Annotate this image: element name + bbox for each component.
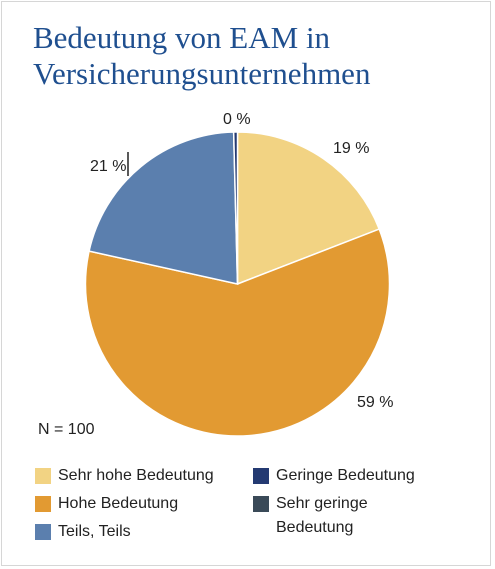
pie-slice-teils: [88, 131, 239, 285]
legend-swatch-hohe: [35, 496, 51, 512]
slice-label-sehr-hohe: 19 %: [333, 140, 369, 157]
pie-slice-geringe: [232, 131, 239, 285]
pie-slice-hohe: [84, 228, 391, 437]
legend-label-sehr-geringe-line2: Bedeutung: [276, 519, 354, 536]
legend-label-geringe: Geringe Bedeutung: [276, 467, 415, 484]
pie-slice-sehr-hohe: [236, 131, 381, 286]
legend-label-teils: Teils, Teils: [58, 523, 131, 540]
legend-swatch-teils: [35, 524, 51, 540]
legend-label-sehr-geringe: Sehr geringe Bedeutung: [276, 492, 368, 540]
slice-label-geringe: 0 %: [223, 111, 251, 128]
chart-title: Bedeutung von EAM in Versicherungsuntern…: [33, 20, 371, 91]
legend-label-sehr-hohe: Sehr hohe Bedeutung: [58, 467, 214, 484]
legend-label-hohe: Hohe Bedeutung: [58, 495, 179, 512]
sample-size-label: N = 100: [38, 421, 95, 438]
slice-label-hohe: 59 %: [357, 394, 393, 411]
legend-swatch-sehr-hohe: [35, 468, 51, 484]
legend-swatch-sehr-geringe: [253, 496, 269, 512]
slice-label-teils: 21 %: [90, 158, 126, 175]
legend-swatch-geringe: [253, 468, 269, 484]
legend-label-sehr-geringe-line1: Sehr geringe: [276, 495, 368, 512]
